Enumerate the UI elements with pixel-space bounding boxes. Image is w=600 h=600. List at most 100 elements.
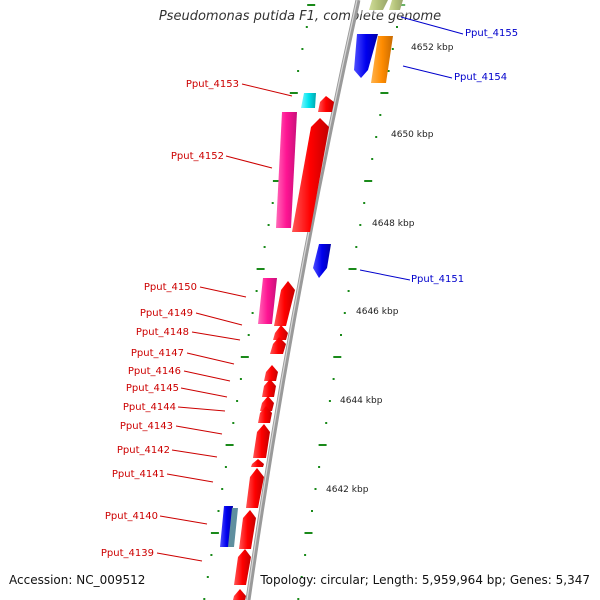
tick-mark <box>297 598 300 600</box>
gene-red-7[interactable] <box>262 379 276 397</box>
map-title: Pseudomonas putida F1, complete genome <box>158 9 442 24</box>
gene-red-1[interactable] <box>318 96 334 112</box>
tick-mark <box>203 598 206 600</box>
gene-red-11[interactable] <box>251 459 264 467</box>
tick-mark <box>318 466 321 468</box>
gene-label-pput-4150[interactable]: Pput_4150 <box>144 282 197 293</box>
tick-mark <box>267 224 270 226</box>
tick-mark <box>391 48 394 50</box>
genes-red <box>233 96 334 600</box>
tick-mark <box>364 180 373 182</box>
gene-red-3[interactable] <box>274 281 295 326</box>
gene-label-pput-4142[interactable]: Pput_4142 <box>117 445 170 456</box>
tick-mark <box>387 70 390 72</box>
gene-label-pput-4153[interactable]: Pput_4153 <box>186 79 239 90</box>
top-overlay <box>360 0 410 14</box>
gene-red-4[interactable] <box>273 325 288 340</box>
scale-label: 4646 kbp <box>356 307 399 317</box>
gene-label-pput-4145[interactable]: Pput_4145 <box>126 383 179 394</box>
gene-red-5[interactable] <box>270 337 286 354</box>
gene-label-pput-4151[interactable]: Pput_4151 <box>411 274 464 285</box>
gene-label-pput-4154[interactable]: Pput_4154 <box>454 72 507 83</box>
tick-mark <box>363 202 366 204</box>
tick-mark <box>375 136 378 138</box>
gene-olive[interactable] <box>369 0 388 10</box>
tick-mark <box>347 290 350 292</box>
tick-mark <box>396 26 398 28</box>
genes-left <box>220 93 316 547</box>
gene-red-15[interactable] <box>233 589 246 600</box>
accession-text: Accession: NC_009512 <box>9 573 146 587</box>
gene-pput-4154[interactable] <box>371 36 393 83</box>
tick-mark <box>251 312 254 314</box>
tick-mark <box>297 70 300 72</box>
gene-red-12[interactable] <box>246 468 264 508</box>
tick-mark <box>348 268 357 270</box>
topology-text: Topology: circular; Length: 5,959,964 bp… <box>260 573 590 587</box>
tick-mark <box>255 290 258 292</box>
gene-red-10[interactable] <box>253 424 270 458</box>
scale-label: 4642 kbp <box>326 485 369 495</box>
gene-label-pput-4139[interactable]: Pput_4139 <box>101 548 154 559</box>
tick-mark <box>304 532 313 534</box>
tick-mark <box>314 488 317 490</box>
tick-mark <box>217 510 220 512</box>
gene-label-pput-4155[interactable]: Pput_4155 <box>465 28 518 39</box>
left-gene-labels: Pput_4153 Pput_4152 Pput_4150 Pput_4149 … <box>101 79 239 559</box>
tick-mark <box>206 576 209 578</box>
tick-mark <box>239 378 242 380</box>
tick-mark <box>307 4 316 6</box>
right-leader-lines <box>359 16 464 281</box>
tick-mark <box>225 444 234 446</box>
tick-mark <box>311 510 313 512</box>
gene-red-13[interactable] <box>239 510 256 549</box>
genome-backbone <box>245 0 361 600</box>
gene-pput-4155[interactable] <box>354 34 378 78</box>
gene-label-pput-4146[interactable]: Pput_4146 <box>128 366 181 377</box>
scale-label: 4644 kbp <box>340 396 383 406</box>
gene-label-pput-4152[interactable]: Pput_4152 <box>171 151 224 162</box>
gene-label-pput-4141[interactable]: Pput_4141 <box>112 469 165 480</box>
gene-olive-b[interactable] <box>389 0 403 10</box>
gene-red-14[interactable] <box>234 549 251 585</box>
gene-label-pput-4148[interactable]: Pput_4148 <box>136 327 189 338</box>
gene-label-pput-4144[interactable]: Pput_4144 <box>123 402 176 413</box>
gene-red-9[interactable] <box>258 406 272 423</box>
tick-mark <box>325 422 328 424</box>
gene-pput-4151[interactable] <box>313 244 331 278</box>
left-leader-lines <box>156 83 293 562</box>
tick-mark <box>300 576 303 578</box>
tick-mark <box>263 246 266 248</box>
scale-label: 4650 kbp <box>391 130 434 140</box>
gene-red-2[interactable] <box>292 118 329 232</box>
tick-mark <box>272 180 281 182</box>
tick-mark <box>333 356 342 358</box>
gene-pput-4140-b[interactable] <box>228 508 238 547</box>
tick-mark <box>210 532 219 534</box>
tick-mark <box>332 378 335 380</box>
scale-label: 4648 kbp <box>372 219 415 229</box>
gene-label-pput-4140[interactable]: Pput_4140 <box>105 511 158 522</box>
tick-mark <box>256 268 265 270</box>
tick-mark <box>328 400 331 402</box>
scale-label: 4652 kbp <box>411 43 454 53</box>
gene-pput-4152[interactable] <box>276 112 297 228</box>
tick-mark <box>236 400 239 402</box>
tick-mark <box>305 26 308 28</box>
gene-red-6[interactable] <box>264 365 278 381</box>
gene-label-pput-4149[interactable]: Pput_4149 <box>140 308 193 319</box>
gene-label-pput-4147[interactable]: Pput_4147 <box>131 348 184 359</box>
genes-right <box>313 0 403 278</box>
tick-mark <box>318 444 327 446</box>
tick-mark <box>371 158 374 160</box>
tick-mark <box>210 554 213 556</box>
gene-pput-4153[interactable] <box>301 93 316 108</box>
tick-mark <box>304 554 307 556</box>
gene-label-pput-4143[interactable]: Pput_4143 <box>120 421 173 432</box>
tick-mark <box>232 422 235 424</box>
gene-red-8[interactable] <box>260 396 274 411</box>
tick-mark <box>359 224 362 226</box>
gene-pput-4150[interactable] <box>258 278 277 324</box>
tick-mark <box>380 92 389 94</box>
